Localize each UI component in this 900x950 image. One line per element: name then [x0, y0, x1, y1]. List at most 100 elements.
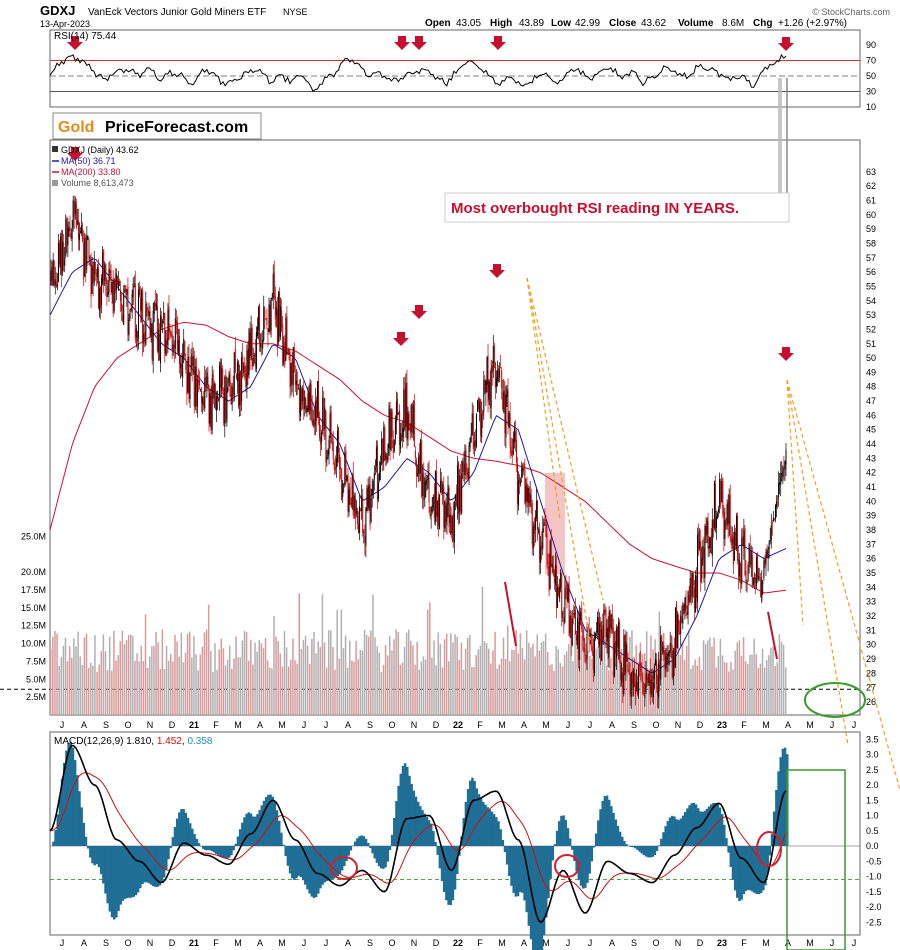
candle-body [65, 218, 67, 256]
macd-histogram-bar [712, 803, 715, 846]
candle-body [72, 200, 74, 228]
candle-body [593, 639, 595, 674]
macd-histogram-bar [555, 830, 559, 846]
candle-body [168, 306, 170, 332]
macd-histogram-bar [562, 815, 565, 846]
candle-body [216, 396, 218, 399]
macd-histogram-bar [647, 846, 650, 858]
quote-close: 43.62 [641, 18, 666, 29]
candle-body [448, 487, 450, 527]
price-tick-label: 30 [866, 640, 876, 650]
candle-body [304, 397, 306, 410]
volume-bar [85, 633, 88, 715]
macd-histogram-bar [91, 846, 94, 864]
candle-body [492, 346, 494, 372]
macd-histogram-bar [301, 846, 305, 881]
quote-chg: +1.26 (+2.97%) [778, 18, 847, 29]
candle-body [623, 635, 625, 695]
macd-histogram-bar [425, 817, 429, 846]
macd-histogram-bar [434, 841, 437, 846]
candle-body [83, 242, 85, 280]
candle-body [727, 502, 729, 526]
macd-histogram-bar [299, 846, 303, 877]
macd-histogram-bar [304, 846, 307, 885]
candle-body [544, 519, 546, 522]
candle-body [404, 387, 406, 429]
candle-body [734, 531, 736, 547]
candle-body [442, 484, 444, 495]
macd-histogram-bar [210, 846, 214, 852]
candle-body [389, 408, 391, 451]
candle-body [772, 517, 774, 521]
candle-body [92, 267, 94, 285]
candle-body [575, 635, 577, 641]
macd-histogram-bar [766, 846, 769, 874]
candle-body [352, 474, 354, 516]
volume-bar [755, 654, 757, 715]
volume-bar [389, 636, 391, 715]
candle-body [359, 506, 361, 533]
macd-histogram-bar [123, 846, 127, 899]
candle-body [633, 670, 635, 687]
volume-tick-label: 12.5M [21, 621, 46, 631]
candle-body [390, 409, 392, 450]
volume-bar [380, 671, 383, 715]
candle-body [305, 399, 307, 413]
volume-bar [441, 667, 444, 715]
volume-bar [765, 659, 768, 715]
macd-histogram-bar [386, 846, 390, 862]
macd-histogram-bar [664, 826, 667, 846]
macd-histogram-bar [683, 812, 687, 846]
volume-bar [336, 609, 338, 715]
volume-bar [237, 657, 239, 715]
candle-body [388, 405, 390, 449]
macd-histogram-bar [228, 846, 231, 858]
volume-bar [163, 669, 166, 715]
candle-body [604, 610, 606, 613]
candle-body [777, 498, 779, 499]
candle-body [514, 430, 516, 442]
candle-body [674, 607, 676, 668]
macd-month-label: N [147, 938, 154, 948]
macd-histogram-bar [523, 846, 526, 901]
candle-body [53, 260, 55, 286]
macd-histogram-bar [349, 846, 353, 851]
candle-body [77, 220, 79, 239]
volume-bar [79, 656, 81, 715]
candle-body [350, 502, 352, 505]
volume-bar [119, 641, 121, 715]
volume-bar [104, 651, 107, 715]
macd-histogram-bar [710, 804, 713, 846]
candle-body [229, 372, 231, 397]
candle-body [340, 466, 342, 469]
volume-tick-label: 15.0M [21, 603, 46, 613]
candle-body [184, 340, 186, 356]
candle-body [192, 356, 194, 366]
legend-price: GDXJ (Daily) 43.62 [61, 145, 139, 155]
volume-bar [597, 646, 600, 715]
macd-legend: MACD(12,26,9) 1.810, 1.452, 0.358 [54, 736, 213, 747]
candle-body [213, 383, 215, 398]
candle-body [508, 412, 510, 427]
macd-legend-label: MACD(12,26,9) [54, 736, 123, 747]
candle-body [153, 302, 155, 314]
macd-histogram-bar [540, 846, 544, 950]
volume-bar [155, 631, 157, 715]
rsi-line [49, 53, 787, 92]
candle-body [54, 279, 56, 286]
macd-histogram-bar [753, 846, 756, 894]
candle-body [476, 400, 478, 412]
volume-bar [454, 634, 456, 715]
macd-histogram-bar [395, 801, 398, 846]
volume-bar [683, 659, 686, 715]
candle-body [657, 686, 659, 695]
macd-histogram-bar [230, 846, 233, 856]
macd-histogram-bar [336, 846, 340, 877]
volume-bar [144, 614, 147, 715]
candle-body [578, 621, 580, 660]
price-tick-label: 39 [866, 511, 876, 521]
candle-body [211, 378, 213, 431]
legend-ma50-value: 36.71 [93, 156, 116, 166]
macd-tick-label: 1.0 [866, 811, 879, 821]
volume-bar [669, 657, 671, 715]
